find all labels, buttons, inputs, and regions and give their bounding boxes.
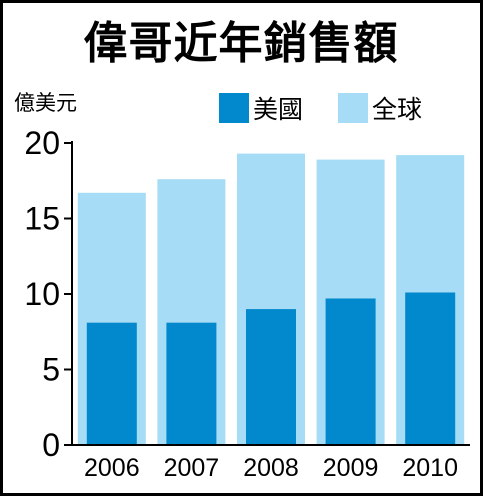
x-tick-label-2008: 2008 bbox=[243, 454, 299, 482]
y-axis-ticks: 0 5 10 15 20 bbox=[24, 125, 72, 463]
chart-title: 偉哥近年銷售額 bbox=[84, 18, 399, 69]
x-tick-label-2009: 2009 bbox=[323, 454, 379, 482]
bar-us-2010 bbox=[405, 292, 456, 445]
x-tick-label-2006: 2006 bbox=[84, 454, 140, 482]
x-tick-label-2007: 2007 bbox=[164, 454, 220, 482]
x-tick-label-2010: 2010 bbox=[402, 454, 458, 482]
legend-label-us: 美國 bbox=[253, 95, 303, 124]
bar-us-2009 bbox=[325, 298, 376, 445]
y-tick-label-20: 20 bbox=[24, 125, 60, 161]
legend-swatch-global bbox=[338, 93, 368, 123]
y-tick-label-5: 5 bbox=[42, 352, 60, 388]
bar-us-2006 bbox=[86, 322, 137, 445]
y-tick-label-15: 15 bbox=[24, 201, 60, 237]
legend: 美國 全球 bbox=[219, 93, 422, 124]
y-tick-label-10: 10 bbox=[24, 276, 60, 312]
bar-us-2007 bbox=[166, 322, 217, 445]
y-axis-unit-label: 億美元 bbox=[14, 91, 77, 115]
series-us-bars bbox=[86, 292, 456, 445]
x-axis-ticks: 2006 2007 2008 2009 2010 bbox=[84, 454, 458, 482]
legend-swatch-us bbox=[219, 93, 249, 123]
bar-us-2008 bbox=[246, 309, 296, 445]
y-tick-label-0: 0 bbox=[42, 427, 60, 463]
legend-label-global: 全球 bbox=[372, 95, 422, 124]
